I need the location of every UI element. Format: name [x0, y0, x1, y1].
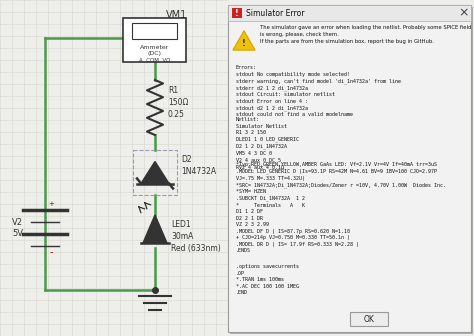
Bar	[228, 5, 471, 21]
Polygon shape	[233, 31, 255, 50]
Text: Ammeter: Ammeter	[140, 45, 169, 50]
Bar	[132, 23, 177, 39]
Text: *Typ RED,GREEN,YELLOW,AMBER GaAs LED: Vf=2.1V Vr=4V If=40mA trr=3uS
.MODEL LED_G: *Typ RED,GREEN,YELLOW,AMBER GaAs LED: Vf…	[236, 162, 437, 181]
Text: The simulator gave an error when loading the netlist. Probably some SPICE field
: The simulator gave an error when loading…	[260, 25, 471, 44]
Text: V2
5V: V2 5V	[12, 218, 23, 239]
Bar	[350, 312, 388, 326]
Bar	[232, 8, 242, 18]
Text: R1
150Ω
0.25: R1 150Ω 0.25	[168, 86, 188, 119]
Bar	[230, 7, 473, 334]
Text: LED1
30mA
Red (633nm): LED1 30mA Red (633nm)	[171, 220, 221, 253]
Text: -: -	[49, 247, 53, 257]
Text: VM1: VM1	[166, 10, 188, 20]
Text: *SRC= 1N4732A;Di_1N4732A;Diodes/Zener r =10V, 4.70V 1.00W  Diodes Inc.
*SYM= HZE: *SRC= 1N4732A;Di_1N4732A;Diodes/Zener r …	[236, 182, 446, 253]
Text: !: !	[242, 40, 246, 48]
Bar	[123, 18, 186, 62]
Polygon shape	[141, 162, 169, 183]
Bar	[133, 150, 177, 195]
Text: OK: OK	[364, 314, 374, 324]
Polygon shape	[143, 215, 167, 243]
Text: ×: ×	[459, 6, 469, 19]
Text: A  COM  VΩ: A COM VΩ	[139, 58, 170, 63]
Text: D2
1N4732A: D2 1N4732A	[181, 155, 216, 176]
Text: Errors:
stdout No compatibility mode selected!
stderr warning, can't find model : Errors: stdout No compatibility mode sel…	[236, 65, 401, 117]
Text: !: !	[235, 8, 239, 17]
Text: Simulator Error: Simulator Error	[246, 8, 304, 17]
Text: +: +	[48, 201, 54, 207]
Text: (DC): (DC)	[147, 51, 162, 56]
Bar	[228, 5, 471, 332]
Text: Netlist:
Simulator Netlist
R1 3 2 150
DLED1 1 0 LED_GENERIC
D2 1 2 Di_1N4732A
VM: Netlist: Simulator Netlist R1 3 2 150 DL…	[236, 117, 299, 170]
Text: .options savecurrents
.OP
*.TRAN 1ms 100ms
*.AC DEC 100 100 1MEG
.END: .options savecurrents .OP *.TRAN 1ms 100…	[236, 264, 299, 295]
